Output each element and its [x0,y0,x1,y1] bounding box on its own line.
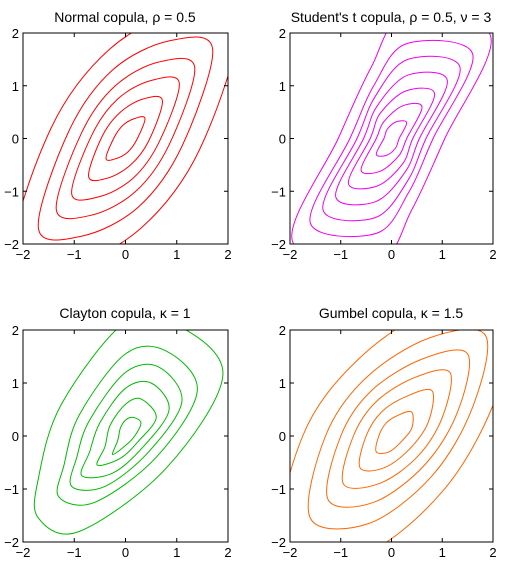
y-tick-label: 0 [12,132,19,147]
contour-line-5 [37,36,214,241]
x-tick-label: −1 [67,247,82,262]
x-tick-label: −1 [333,247,348,262]
contour-line-5 [322,55,461,222]
panel-title: Clayton copula, κ = 1 [59,305,190,321]
contour-line-2 [96,397,157,467]
contour-line-2 [360,102,423,175]
y-tick-label: −2 [4,535,19,550]
contour-group [23,33,228,244]
x-tick-label: 0 [122,247,129,262]
contour-line-6 [33,330,224,535]
x-tick-label: 2 [489,545,496,560]
contour-line-4 [326,349,471,508]
y-tick-label: 1 [279,79,286,94]
x-tick-label: 0 [388,545,395,560]
x-tick-label: 0 [122,545,129,560]
x-tick-label: −1 [333,545,348,560]
x-tick-label: 1 [173,247,180,262]
contour-line-3 [71,76,180,201]
y-tick-label: 2 [12,323,19,338]
x-tick-label: 1 [439,545,446,560]
contour-line-2 [358,388,435,472]
normal-copula-panel: Normal copula, ρ = 0.5 −2 −1 0 1 2 −2 −1 0 1 2 [4,9,231,262]
y-tick-label: −1 [271,184,286,199]
contour-group [33,330,224,535]
x-tick-label: −2 [16,545,31,560]
panel-title: Normal copula, ρ = 0.5 [54,9,196,25]
x-tick-label: −2 [283,247,298,262]
contour-line-7 [291,33,492,244]
student-t-copula-panel: Student's t copula, ρ = 0.5, ν = 3 −2 −1 0… [271,9,496,262]
contour-line-1 [375,410,414,455]
y-tick-label: 2 [279,323,286,338]
x-tick-label: 0 [388,247,395,262]
contour-line-5 [56,345,198,506]
gumbel-copula-panel: Gumbel copula, κ = 1.5 −2 −1 0 1 2 −2 −1 0 1 2 [271,305,496,560]
contour-line-3 [347,87,436,190]
y-tick-label: −1 [4,482,19,497]
axes-frame [289,32,494,245]
y-tick-label: 0 [279,132,286,147]
contour-line-1 [375,120,408,157]
x-tick-label: −2 [283,545,298,560]
panel-title: Gumbel copula, κ = 1.5 [319,305,464,321]
axes-frame [22,329,229,543]
y-tick-label: −1 [271,482,286,497]
contour-group [290,330,493,542]
contour-line-4 [55,57,196,220]
y-tick-label: −2 [271,535,286,550]
contour-line-2 [88,95,163,182]
y-tick-label: 0 [12,429,19,444]
contour-line-6 [309,39,474,238]
contour-line-3 [341,369,452,489]
x-tick-label: 2 [489,247,496,262]
y-tick-label: 2 [12,26,19,41]
contour-line-4 [69,363,183,491]
panel-title: Student's t copula, ρ = 0.5, ν = 3 [291,9,492,25]
contour-line-1 [112,416,142,456]
x-tick-label: 1 [173,545,180,560]
y-tick-label: −2 [271,237,286,252]
axes-frame [22,32,229,245]
y-tick-label: 1 [279,376,286,391]
clayton-copula-panel: Clayton copula, κ = 1 −2 −1 0 1 2 −2 −1 0 1 2 [4,305,231,560]
y-tick-label: 2 [279,26,286,41]
x-tick-label: 2 [224,545,231,560]
y-tick-label: −1 [4,184,19,199]
x-tick-label: 2 [224,247,231,262]
contour-line-6 [23,33,228,244]
y-tick-label: 1 [12,79,19,94]
y-tick-label: 1 [12,376,19,391]
y-tick-label: 0 [279,429,286,444]
x-tick-label: −2 [16,247,31,262]
contour-line-3 [80,380,170,479]
axes-frame [289,329,494,543]
contour-group [291,33,492,244]
x-tick-label: 1 [439,247,446,262]
contour-line-1 [105,116,146,161]
x-tick-label: −1 [67,545,82,560]
contour-line-6 [290,330,493,542]
contour-line-4 [335,71,448,206]
contour-line-5 [307,330,489,530]
y-tick-label: −2 [4,237,19,252]
